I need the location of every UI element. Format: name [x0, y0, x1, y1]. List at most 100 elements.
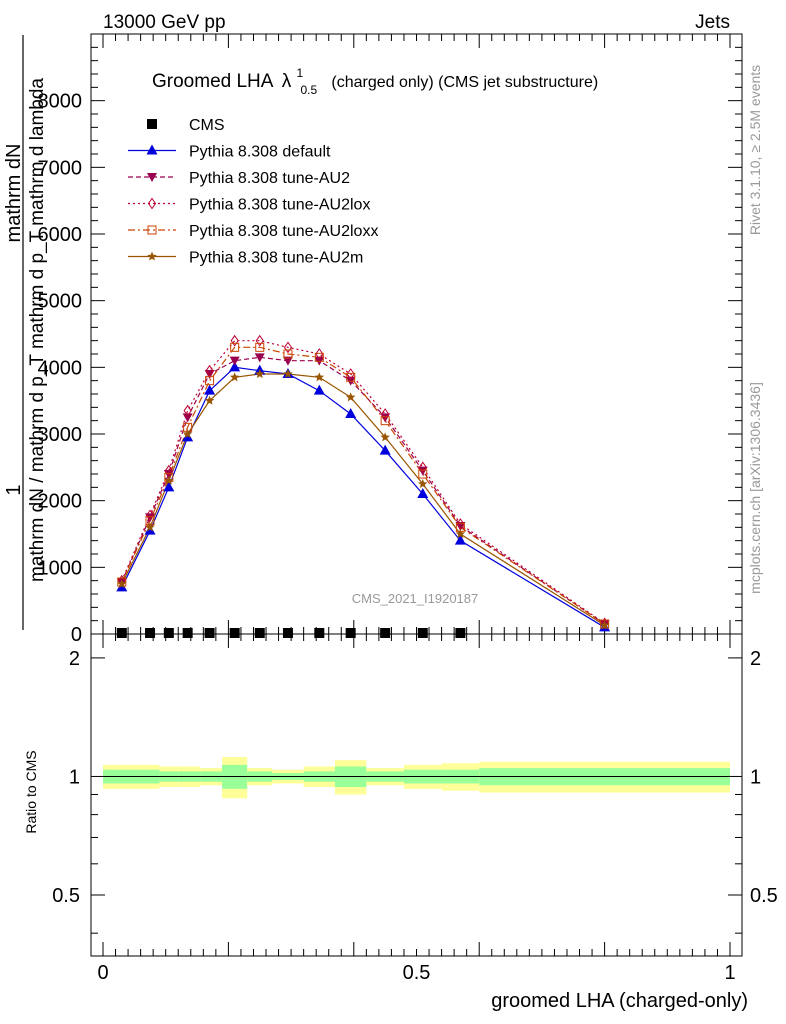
- data-point-au2loxx: [314, 352, 324, 362]
- legend-label-cms: CMS: [189, 117, 225, 134]
- data-point-default: [182, 431, 194, 442]
- legend-label-au2: Pythia 8.308 tune-AU2: [189, 170, 350, 187]
- data-point-au2loxx: [283, 349, 293, 359]
- data-point-cms: [163, 628, 174, 638]
- y-label-denominator: mathrm dN / mathrm d p_T mathrm d p_T ma…: [27, 78, 48, 582]
- data-point-default: [379, 444, 391, 455]
- ratio-y-label: Ratio to CMS: [23, 750, 39, 833]
- data-point-au2: [455, 522, 466, 531]
- data-point-au2m: [599, 620, 610, 630]
- chart-title-main: Groomed LHA: [152, 71, 274, 92]
- data-point-cms: [229, 628, 240, 638]
- data-point-default: [144, 524, 156, 535]
- data-point-au2loxx: [205, 376, 215, 386]
- chart-title-rest: (charged only) (CMS jet substructure): [331, 74, 598, 91]
- y-tick-label: 2000: [38, 491, 83, 513]
- x-tick-label: 0.5: [403, 962, 431, 984]
- data-point-au2lox: [183, 404, 192, 417]
- data-point-au2m: [204, 395, 215, 405]
- x-axis-label: groomed LHA (charged-only): [491, 990, 748, 1012]
- data-point-au2lox: [205, 364, 214, 377]
- legend-marker-au2lox: [147, 197, 157, 210]
- legend-label-au2m: Pythia 8.308 tune-AU2m: [189, 250, 363, 267]
- data-point-au2: [282, 356, 293, 366]
- header-left-label: 13000 GeV pp: [103, 12, 226, 33]
- data-point-au2m: [455, 529, 466, 539]
- data-point-au2lox: [255, 334, 264, 347]
- series-line-default: [121, 366, 605, 628]
- y-tick-label: 3000: [38, 424, 83, 446]
- x-tick-label: 1: [724, 962, 735, 984]
- data-point-au2: [229, 356, 240, 366]
- data-point-au2lox: [418, 461, 427, 474]
- data-point-default: [313, 384, 325, 395]
- data-point-au2lox: [145, 509, 155, 522]
- chart-title: Groomed LHA λ 1 0.5 (charged only) (CMS …: [152, 61, 598, 99]
- y-tick-label: 5000: [38, 291, 83, 313]
- legend: CMS Pythia 8.308 default Pythia 8.308 tune…: [128, 117, 378, 267]
- data-point-cms: [417, 628, 428, 638]
- rivet-version-label: Rivet 3.1.10, ≥ 2.5M events: [747, 65, 763, 235]
- ratio-plot-frame: [90, 633, 743, 957]
- y-label-numerator: mathrm dN: [3, 144, 25, 243]
- main-y-label: 1 mathrm dN mathrm dN / mathrm d p_T mat…: [3, 35, 48, 630]
- data-point-cms: [182, 628, 193, 638]
- data-point-au2m: [229, 372, 240, 382]
- data-point-cms: [314, 628, 325, 638]
- ratio-y-tick-label: 1: [69, 766, 80, 788]
- data-point-default: [454, 534, 466, 545]
- data-point-default: [417, 488, 429, 498]
- y-label-numerator-top: 1: [3, 484, 25, 495]
- mcplots-label: mcplots.cern.ch [arXiv:1306.3436]: [747, 382, 763, 594]
- analysis-watermark: CMS_2021_I1920187: [352, 591, 479, 606]
- data-point-au2: [145, 513, 156, 523]
- data-point-cms: [204, 628, 215, 638]
- data-point-au2: [254, 353, 265, 363]
- series-line-au2: [121, 356, 605, 625]
- data-point-cms: [116, 628, 127, 638]
- legend-marker-cms: [147, 119, 157, 129]
- data-point-au2lox: [346, 368, 355, 380]
- y-tick-label: 6000: [38, 224, 83, 246]
- data-point-au2m: [117, 579, 127, 589]
- y-tick-label: 7000: [38, 157, 83, 179]
- data-point-au2lox: [315, 348, 324, 360]
- chart-title-superscript: 1: [296, 66, 303, 80]
- data-point-au2: [182, 413, 193, 423]
- ratio-y-tick-label: 2: [69, 648, 80, 670]
- legend-marker-default: [146, 144, 158, 155]
- legend-label-default: Pythia 8.308 default: [189, 144, 331, 161]
- header-right-label: Jets: [695, 12, 730, 33]
- ratio-y-tick-label-right: 0.5: [750, 885, 778, 907]
- data-point-au2m: [283, 369, 293, 379]
- data-point-cms: [282, 628, 293, 638]
- legend-marker-au2: [147, 173, 157, 182]
- ratio-y-axis: 0.5 0.5 1 1 2 2: [52, 648, 778, 934]
- data-point-au2loxx: [255, 342, 265, 352]
- ratio-bands: [103, 757, 730, 799]
- data-point-au2lox: [283, 341, 293, 354]
- ratio-y-tick-label-right: 1: [750, 766, 761, 788]
- series-line-au2m: [121, 373, 605, 626]
- data-point-au2loxx: [380, 416, 390, 426]
- data-point-cms: [345, 628, 356, 638]
- data-point-au2m: [254, 369, 265, 379]
- series-line-au2loxx: [121, 346, 605, 625]
- y-tick-label: 0: [71, 624, 82, 646]
- data-point-au2m: [314, 372, 325, 382]
- data-point-cms: [380, 628, 391, 638]
- data-point-au2m: [145, 522, 155, 532]
- data-point-default: [163, 481, 175, 492]
- legend-marker-au2loxx: [147, 225, 157, 235]
- y-tick-label: 4000: [38, 357, 83, 379]
- ratio-y-tick-label: 0.5: [52, 885, 80, 907]
- series-markers: [116, 334, 611, 638]
- x-tick-label: 0: [97, 962, 108, 984]
- data-point-au2loxx: [418, 469, 428, 479]
- series-lines: [121, 340, 605, 628]
- data-point-au2m: [182, 429, 193, 439]
- data-point-default: [204, 384, 216, 395]
- data-point-cms: [254, 628, 265, 638]
- y-tick-label: 1000: [38, 557, 83, 579]
